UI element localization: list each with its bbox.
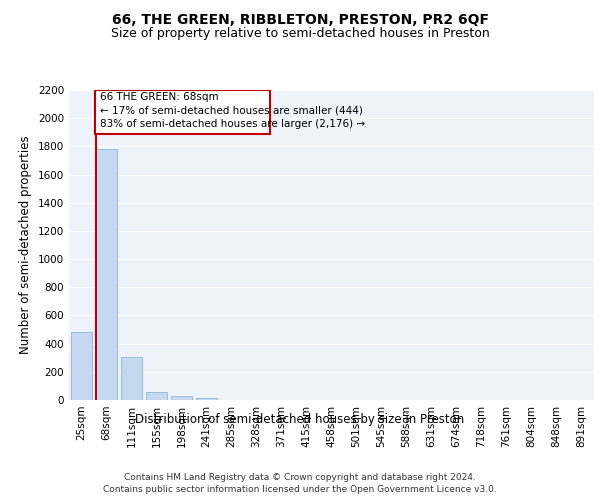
Bar: [171, 396, 192, 400]
FancyBboxPatch shape: [95, 90, 269, 134]
Text: Size of property relative to semi-detached houses in Preston: Size of property relative to semi-detach…: [110, 28, 490, 40]
Bar: [146, 392, 167, 400]
Text: 83% of semi-detached houses are larger (2,176) →: 83% of semi-detached houses are larger (…: [100, 120, 365, 130]
Text: 66 THE GREEN: 68sqm: 66 THE GREEN: 68sqm: [100, 92, 218, 102]
Text: 66, THE GREEN, RIBBLETON, PRESTON, PR2 6QF: 66, THE GREEN, RIBBLETON, PRESTON, PR2 6…: [112, 12, 488, 26]
Bar: [196, 398, 217, 400]
Bar: [96, 149, 117, 400]
Text: Distribution of semi-detached houses by size in Preston: Distribution of semi-detached houses by …: [136, 412, 464, 426]
Y-axis label: Number of semi-detached properties: Number of semi-detached properties: [19, 136, 32, 354]
Text: Contains public sector information licensed under the Open Government Licence v3: Contains public sector information licen…: [103, 485, 497, 494]
Bar: [71, 332, 92, 400]
Text: Contains HM Land Registry data © Crown copyright and database right 2024.: Contains HM Land Registry data © Crown c…: [124, 472, 476, 482]
Text: ← 17% of semi-detached houses are smaller (444): ← 17% of semi-detached houses are smalle…: [100, 106, 362, 116]
Bar: [121, 357, 142, 400]
